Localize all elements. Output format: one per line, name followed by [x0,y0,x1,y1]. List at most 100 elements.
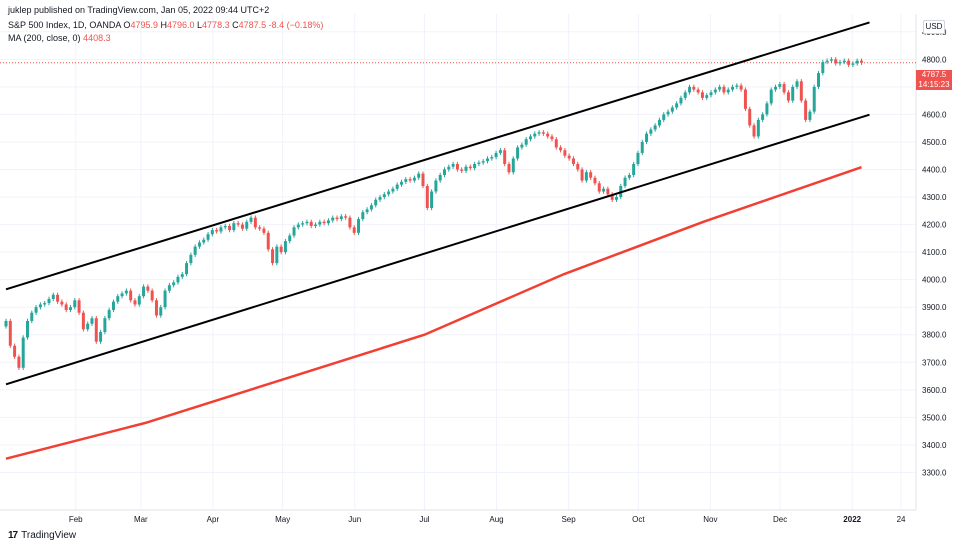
candle [81,312,85,330]
candle [382,194,386,198]
candle [374,199,378,206]
candle [610,194,614,200]
candle [563,150,567,156]
candle [722,86,726,93]
candle [30,312,34,321]
candle [473,163,477,169]
ma-line [5,166,862,460]
candle [584,172,588,181]
candle [683,92,687,98]
candle [632,163,636,175]
candle [17,356,21,368]
candle [129,290,133,301]
candle [645,133,649,142]
candle [614,197,618,200]
candle [266,232,270,250]
candle [271,249,275,264]
candle [318,221,322,225]
open-value: 4795.9 [130,20,158,30]
candle [339,216,343,220]
candle [322,221,326,224]
candle [662,114,666,120]
candle [860,60,864,63]
candle [163,290,167,308]
symbol-name[interactable]: S&P 500 Index, 1D, OANDA [8,20,121,30]
candle [159,307,163,316]
candle [258,227,262,229]
candle [185,263,189,275]
time-axis: Feb Mar Apr May Jun Jul Aug Sep Oct Nov Dec 2022 24 [69,515,906,524]
candle [829,59,833,61]
candle [335,217,339,220]
candle [262,228,266,233]
candle [86,323,90,330]
candle [47,298,51,304]
candles [4,57,864,370]
candle [477,162,481,164]
candle [782,84,786,93]
candle [68,307,72,310]
candle [443,169,446,175]
candle [451,163,455,167]
candle [735,85,739,87]
candle [206,234,210,240]
candle [559,147,563,151]
y-tick-label: 3800.0 [922,331,947,340]
candle [94,318,98,342]
footer-brand[interactable]: 17 TradingView [8,530,76,541]
candle [718,86,722,90]
candle [485,158,489,162]
candle [640,141,644,153]
x-tick-label: Mar [134,515,148,524]
candle [412,177,416,181]
candle [838,62,842,64]
candle [314,224,318,226]
candle [778,84,782,87]
candle [249,217,253,222]
candle [748,108,752,126]
candle [842,60,846,63]
countdown-tag: 14:15:23 [916,80,952,90]
channel-line [5,113,870,386]
open-label: O [123,20,131,30]
candle [146,286,150,291]
candle [116,296,120,302]
high-label: H [160,20,167,30]
candle [245,221,249,229]
candle [202,239,206,243]
candle [774,86,778,90]
candle [696,89,700,93]
candle [791,86,795,101]
x-tick-label: Aug [489,515,503,524]
candle [520,144,524,148]
candle [576,163,580,170]
y-tick-label: 4300.0 [922,193,947,202]
candle [275,246,279,264]
ma-label[interactable]: MA (200, close, 0) [8,33,81,43]
candle [378,197,382,200]
ma-legend: MA (200, close, 0) 4408.3 [8,33,111,43]
currency-badge[interactable]: USD [923,20,945,34]
candle [425,186,429,209]
candle [64,304,68,310]
candle [855,60,859,64]
candle [468,166,472,169]
candle [700,92,704,98]
candle [834,59,838,64]
ohlc-legend: S&P 500 Index, 1D, OANDA O4795.9 H4796.0… [8,20,323,30]
candle [404,179,408,182]
candle [228,225,232,231]
y-tick-label: 4400.0 [922,165,947,174]
channel-lines[interactable] [5,21,870,386]
candle [541,132,545,134]
candle [309,221,313,226]
high-value: 4796.0 [166,20,195,30]
candle [279,246,283,253]
candle [675,103,679,108]
candle [283,241,287,253]
candle [455,163,459,170]
y-tick-label: 3900.0 [922,303,947,312]
candle [331,217,335,221]
candle [395,184,399,189]
